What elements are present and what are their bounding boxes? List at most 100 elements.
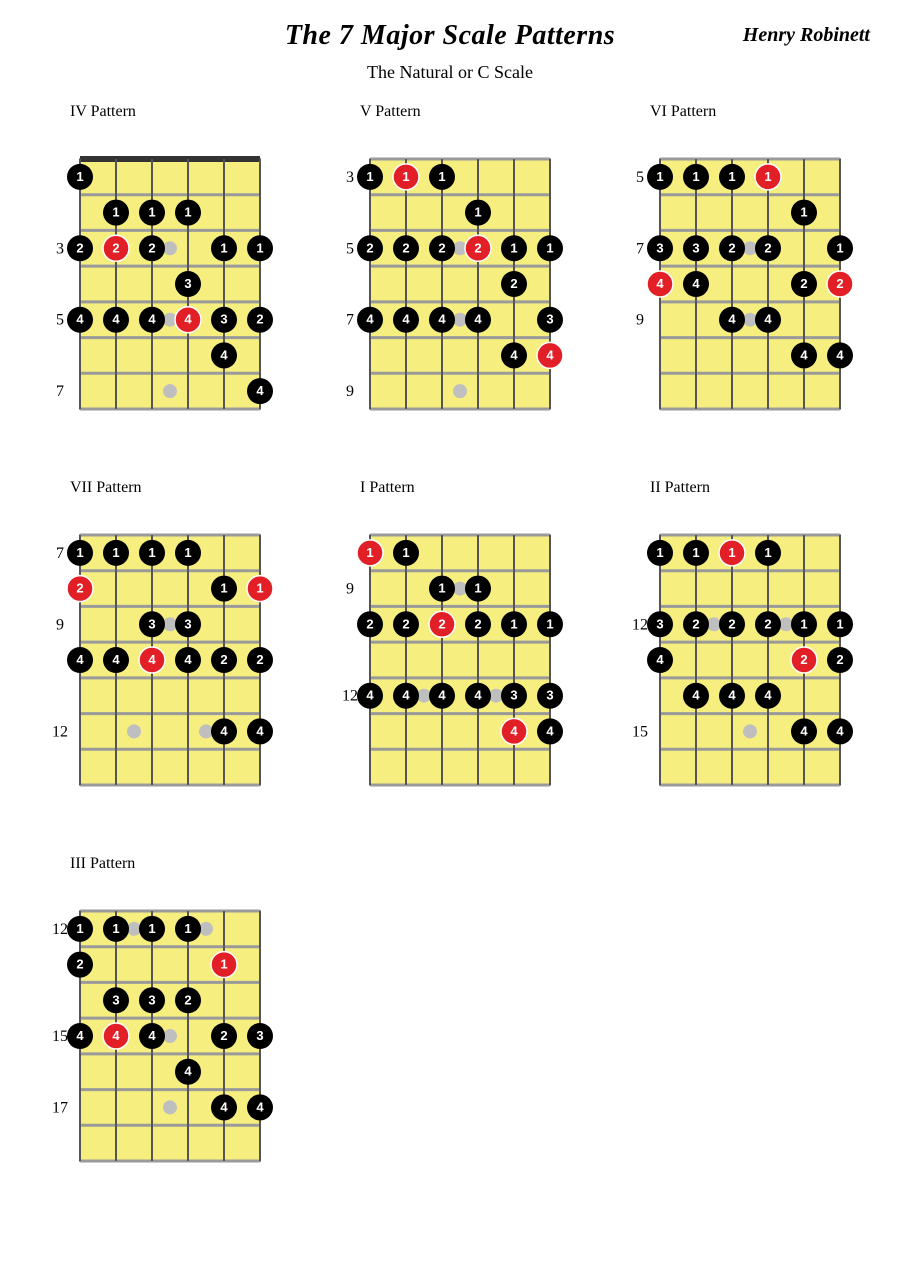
note-finger: 4	[656, 276, 664, 291]
fret-number-label: 9	[346, 581, 354, 598]
note-finger: 4	[184, 312, 192, 327]
page-subtitle: The Natural or C Scale	[30, 62, 870, 83]
fret-marker	[163, 1029, 177, 1043]
fretboard-wrap: 912111122221144443344	[330, 517, 570, 795]
note-finger: 4	[692, 688, 700, 703]
note-finger: 2	[220, 652, 227, 667]
fret-marker	[743, 724, 757, 738]
fret-number-label: 7	[56, 545, 64, 562]
note-finger: 1	[764, 545, 771, 560]
author-label: Henry Robinett	[743, 24, 870, 47]
note-finger: 1	[112, 545, 119, 560]
note-finger: 1	[764, 169, 771, 184]
note-finger: 3	[510, 688, 517, 703]
note-finger: 1	[76, 545, 83, 560]
note-finger: 2	[764, 616, 771, 631]
note-finger: 1	[112, 921, 119, 936]
fret-marker	[453, 582, 467, 596]
note-finger: 2	[728, 616, 735, 631]
fretboard: 3579111122221124444344	[330, 141, 570, 419]
note-finger: 4	[764, 312, 772, 327]
note-finger: 4	[764, 688, 772, 703]
pattern-title: VII Pattern	[70, 479, 142, 497]
note-finger: 2	[256, 312, 263, 327]
note-finger: 1	[728, 169, 735, 184]
note-finger: 4	[366, 688, 374, 703]
note-finger: 1	[546, 240, 553, 255]
pattern-title: II Pattern	[650, 479, 710, 497]
note-finger: 3	[546, 312, 553, 327]
fret-number-label: 3	[346, 169, 354, 186]
note-finger: 1	[402, 169, 409, 184]
header: The 7 Major Scale Patterns Henry Robinet…	[30, 20, 870, 52]
note-finger: 1	[656, 545, 663, 560]
note-finger: 4	[184, 652, 192, 667]
note-finger: 4	[800, 347, 808, 362]
fretboard: 791211112113344442244	[40, 517, 280, 795]
note-finger: 4	[112, 1028, 120, 1043]
note-finger: 1	[184, 205, 191, 220]
note-finger: 2	[800, 276, 807, 291]
fret-marker	[453, 384, 467, 398]
fret-number-label: 15	[632, 723, 648, 740]
note-finger: 2	[438, 616, 445, 631]
note-finger: 4	[184, 1064, 192, 1079]
fret-number-label: 12	[632, 616, 648, 633]
fret-bg	[370, 535, 550, 785]
note-finger: 2	[692, 616, 699, 631]
note-finger: 1	[366, 169, 373, 184]
note-finger: 2	[764, 240, 771, 255]
note-finger: 2	[220, 1028, 227, 1043]
note-finger: 1	[656, 169, 663, 184]
fret-marker	[743, 241, 757, 255]
note-finger: 3	[220, 312, 227, 327]
fret-marker	[453, 313, 467, 327]
fretboard-wrap: 1215111132221142244444	[620, 517, 860, 795]
fretboard-wrap: 579111113322144224444	[620, 141, 860, 419]
patterns-grid: IV Pattern357111122211344443244V Pattern…	[30, 103, 870, 1171]
fret-number-label: 5	[346, 240, 354, 257]
note-finger: 2	[438, 240, 445, 255]
fretboard-wrap: 357111122211344443244	[40, 141, 280, 419]
fret-number-label: 17	[52, 1099, 68, 1116]
note-finger: 4	[402, 688, 410, 703]
note-finger: 4	[474, 312, 482, 327]
note-finger: 1	[76, 169, 83, 184]
note-finger: 4	[438, 688, 446, 703]
fret-number-label: 12	[342, 688, 358, 705]
note-finger: 4	[76, 1028, 84, 1043]
fretboard: 357111122211344443244	[40, 141, 280, 419]
pattern-cell: VII Pattern791211112113344442244	[30, 479, 290, 795]
fret-bg	[80, 159, 260, 409]
note-finger: 2	[148, 240, 155, 255]
note-finger: 3	[184, 616, 191, 631]
note-finger: 3	[148, 616, 155, 631]
note-finger: 1	[438, 169, 445, 184]
note-finger: 1	[800, 205, 807, 220]
note-finger: 1	[148, 545, 155, 560]
fret-marker	[707, 617, 721, 631]
note-finger: 4	[800, 723, 808, 738]
note-finger: 4	[728, 312, 736, 327]
note-finger: 4	[256, 723, 264, 738]
note-finger: 4	[836, 723, 844, 738]
note-finger: 2	[402, 240, 409, 255]
note-finger: 4	[112, 652, 120, 667]
pattern-cell: VI Pattern579111113322144224444	[610, 103, 870, 419]
note-finger: 2	[474, 240, 481, 255]
note-finger: 1	[438, 581, 445, 596]
fret-marker	[743, 313, 757, 327]
note-finger: 1	[474, 581, 481, 596]
note-finger: 1	[366, 545, 373, 560]
note-finger: 3	[184, 276, 191, 291]
fret-marker	[779, 617, 793, 631]
fretboard-wrap: 3579111122221124444344	[330, 141, 570, 419]
note-finger: 1	[220, 240, 227, 255]
note-finger: 4	[546, 347, 554, 362]
fret-number-label: 12	[52, 921, 68, 938]
note-finger: 1	[692, 545, 699, 560]
pattern-title: V Pattern	[360, 103, 421, 121]
note-finger: 4	[656, 652, 664, 667]
note-finger: 4	[728, 688, 736, 703]
fret-marker	[127, 922, 141, 936]
